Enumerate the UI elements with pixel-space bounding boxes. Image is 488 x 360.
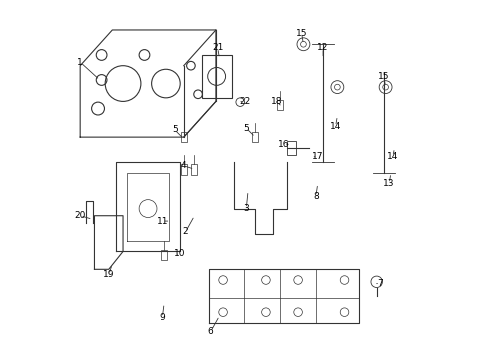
Bar: [190, 164, 196, 175]
Bar: [277, 100, 283, 111]
Text: 9: 9: [159, 313, 165, 322]
Bar: [252, 132, 258, 143]
Text: 14: 14: [329, 122, 341, 131]
Bar: [181, 132, 186, 143]
Text: 7: 7: [377, 279, 382, 288]
Bar: [161, 249, 166, 260]
Text: 16: 16: [278, 140, 289, 149]
Text: 14: 14: [386, 152, 398, 161]
Text: 5: 5: [243, 124, 249, 133]
Text: 12: 12: [317, 43, 328, 52]
Text: 2: 2: [183, 227, 188, 236]
Text: 17: 17: [311, 152, 323, 161]
Text: 21: 21: [212, 43, 223, 52]
Text: 22: 22: [238, 97, 250, 106]
Text: 5: 5: [172, 126, 177, 135]
Text: 11: 11: [156, 217, 168, 226]
Text: 15: 15: [295, 29, 307, 38]
Text: 19: 19: [103, 270, 114, 279]
Text: 4: 4: [181, 161, 186, 170]
Text: 18: 18: [270, 97, 282, 106]
Bar: [287, 141, 296, 155]
Bar: [181, 164, 186, 175]
Text: 10: 10: [174, 249, 185, 258]
Text: 3: 3: [243, 204, 249, 213]
Text: 20: 20: [74, 211, 86, 220]
Text: 6: 6: [207, 327, 213, 336]
Text: 13: 13: [383, 179, 394, 188]
Text: 15: 15: [377, 72, 389, 81]
Text: 8: 8: [312, 192, 318, 201]
Text: 1: 1: [77, 58, 83, 67]
